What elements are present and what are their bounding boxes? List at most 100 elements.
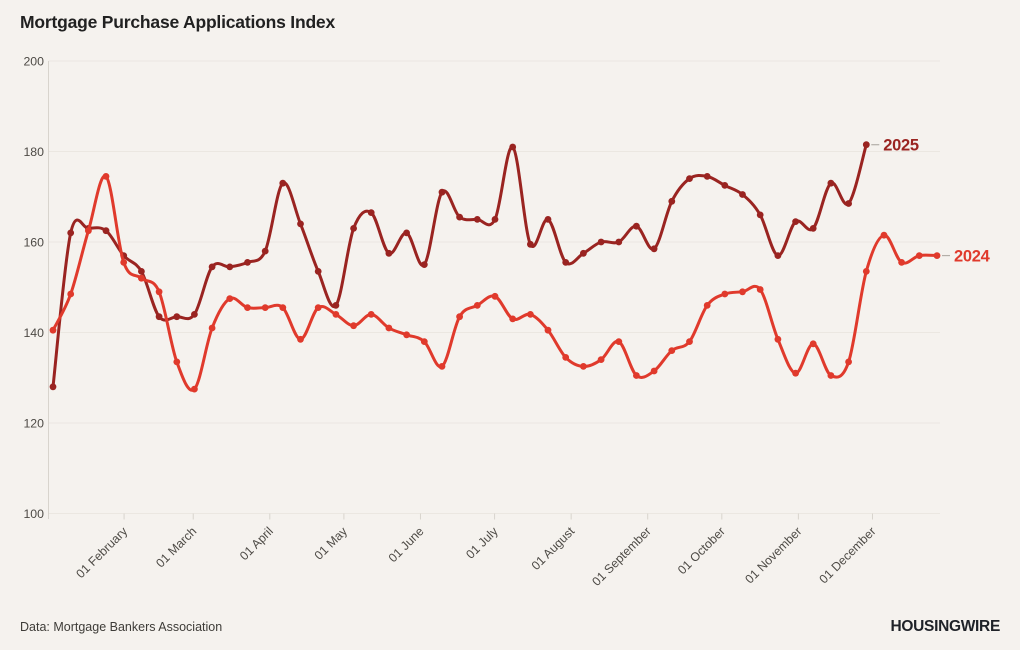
data-point-2025 [403,229,410,237]
data-point-2025 [420,261,428,268]
data-point-2024 [438,363,446,370]
data-point-2024 [244,304,251,311]
data-point-2024 [456,313,463,321]
data-point-2025 [845,200,852,207]
data-point-2024 [650,367,658,375]
data-source: Data: Mortgage Bankers Association [20,620,223,634]
data-point-2024 [527,311,534,318]
data-point-2024 [385,324,393,332]
data-point-2024 [332,311,340,318]
data-point-2024 [509,315,517,323]
y-axis-tick-label: 160 [23,236,44,250]
data-point-2025 [456,213,463,221]
data-point-2025 [67,229,75,237]
data-point-2025 [138,268,145,275]
x-axis-tick-label: 01 August [529,524,578,573]
data-point-2024 [562,354,570,361]
data-point-2024 [49,326,57,334]
data-point-2024 [67,290,75,298]
data-point-2025 [809,225,817,232]
x-axis-tick-label: 01 July [463,524,501,562]
data-point-2024 [314,304,322,311]
data-point-2025 [244,259,251,266]
data-point-2025 [527,240,534,248]
data-point-2024 [739,288,746,296]
data-point-2024 [261,304,269,311]
data-point-2025 [756,211,764,219]
x-axis-tick-label: 01 December [816,524,878,586]
data-point-2024 [915,252,923,259]
data-point-2025 [597,238,605,246]
data-point-2024 [473,302,481,309]
y-axis-tick-label: 140 [23,326,44,340]
data-point-2025 [279,179,287,187]
data-point-2025 [367,209,375,217]
data-point-2024 [633,372,640,379]
data-point-2025 [297,220,304,228]
data-point-2024 [85,227,92,235]
data-point-2024 [420,338,428,345]
x-axis-tick-label: 01 September [589,524,654,589]
data-point-2024 [191,385,198,393]
x-axis-tick-label: 01 October [675,524,728,577]
data-point-2024 [862,268,870,275]
data-point-2024 [933,252,941,259]
data-point-2025 [739,191,746,198]
housingwire-logo: HOUSINGWIRE [890,618,1000,635]
series-line-2024 [51,174,939,392]
data-point-2025 [350,225,357,232]
data-point-2024 [544,326,552,334]
data-point-2024 [138,274,145,282]
data-point-2025 [650,245,658,253]
data-point-2024 [809,340,817,348]
data-point-2024 [173,358,181,366]
data-point-2024 [580,363,587,370]
data-point-2024 [615,338,623,345]
data-point-2024 [827,372,835,379]
data-point-2025 [792,218,799,226]
y-axis-tick-label: 100 [23,507,44,521]
data-point-2025 [509,143,517,151]
data-point-2024 [208,324,216,332]
x-axis-tick-label: 01 March [153,524,199,570]
data-point-2025 [862,141,870,149]
data-point-2025 [703,173,711,180]
data-point-2025 [721,182,729,189]
data-point-2024 [703,302,711,309]
data-point-2024 [367,311,375,318]
y-axis-tick-label: 200 [23,55,44,69]
data-point-2025 [580,249,587,257]
data-point-2024 [845,358,852,366]
data-point-2024 [792,369,799,377]
data-point-2025 [473,216,481,223]
data-point-2025 [544,216,552,223]
data-point-2025 [314,268,322,275]
data-point-2025 [827,179,835,187]
data-point-2024 [226,295,234,302]
x-axis-tick-label: 01 February [73,524,130,581]
data-point-2025 [562,259,570,266]
data-point-2024 [403,331,410,339]
data-point-2025 [173,313,181,321]
data-point-2025 [633,222,640,230]
data-point-2025 [385,249,393,257]
x-axis-tick-label: 01 April [237,524,276,563]
data-point-2024 [721,290,729,298]
data-point-2025 [208,263,216,271]
data-point-2024 [668,347,676,354]
data-point-2025 [226,263,234,271]
data-point-2025 [49,383,57,391]
data-point-2024 [297,335,304,343]
data-point-2025 [615,238,623,246]
data-point-2024 [756,286,764,293]
data-point-2024 [155,288,163,296]
data-point-2024 [597,356,605,363]
data-point-2025 [438,188,446,196]
data-point-2024 [880,231,888,239]
data-point-2025 [686,175,693,183]
data-point-2025 [155,313,163,321]
data-point-2025 [261,247,269,255]
data-point-2025 [191,311,198,318]
